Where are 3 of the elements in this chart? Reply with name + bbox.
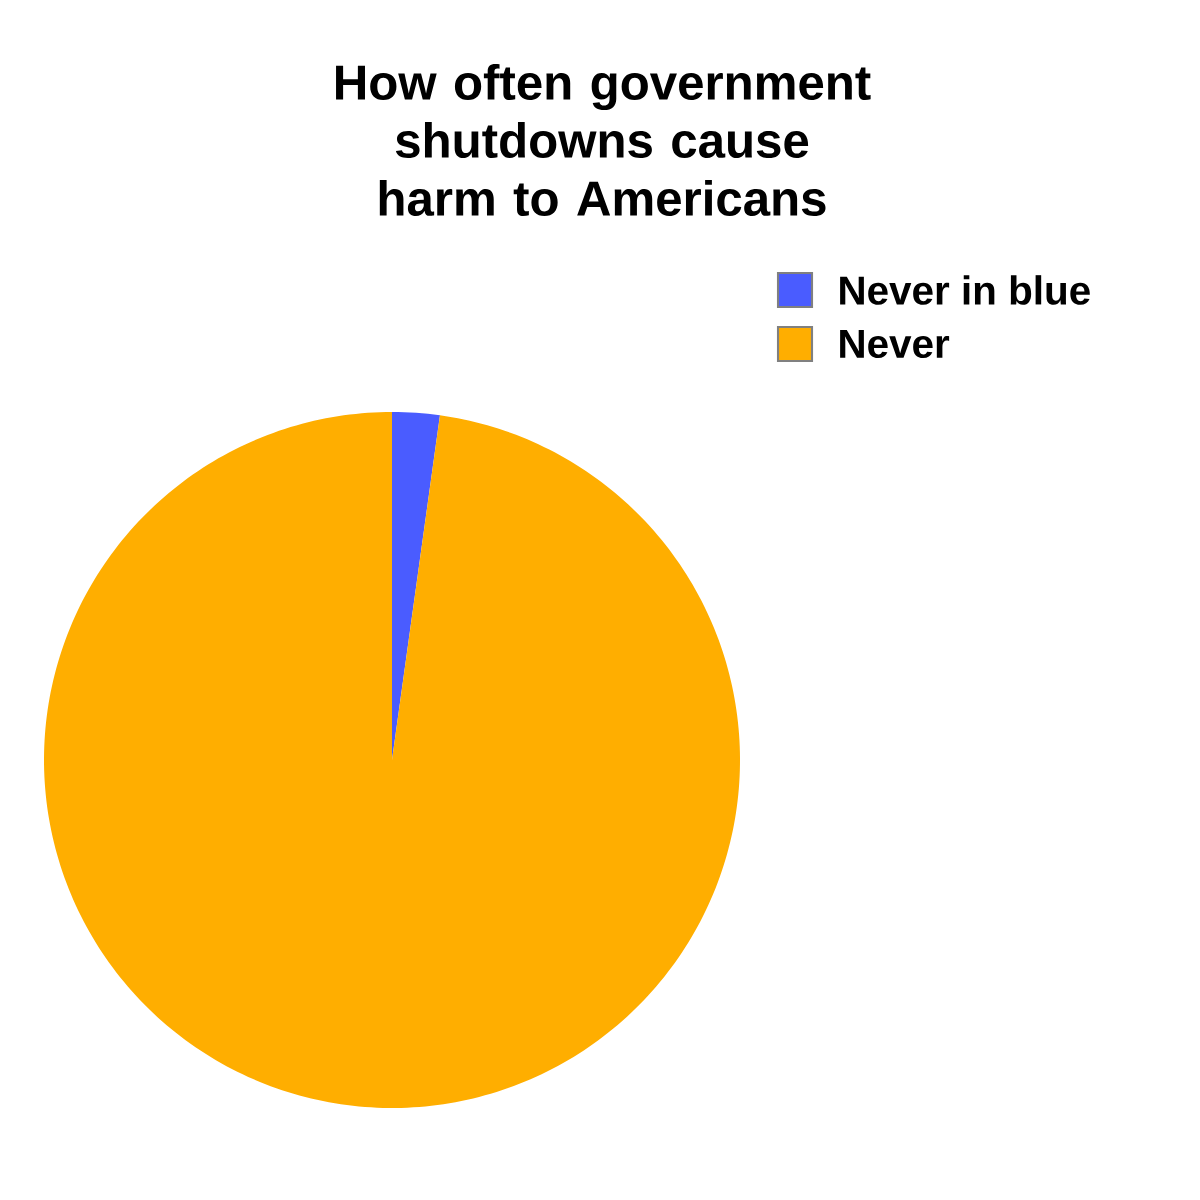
chart-title: How often government shutdowns cause harm to Americans (336, 63, 871, 217)
legend-label: Never in blue (840, 275, 1090, 305)
legend-label: Never (840, 329, 950, 359)
